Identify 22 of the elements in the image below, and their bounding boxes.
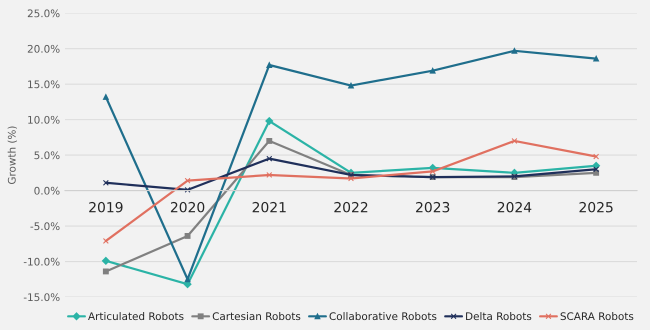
- y-tick-label: -15.0%: [24, 293, 60, 302]
- y-tick-label: 5.0%: [34, 151, 60, 160]
- legend-label: SCARA Robots: [560, 312, 634, 320]
- x-tick-label: 2021: [252, 202, 286, 212]
- y-axis-title: Growth (%): [8, 126, 17, 184]
- x-tick-label: 2024: [498, 202, 532, 212]
- y-tick-label: 25.0%: [28, 9, 60, 18]
- y-tick-label: 20.0%: [28, 44, 60, 53]
- legend-label: Articulated Robots: [88, 312, 184, 320]
- y-tick-label: 10.0%: [28, 116, 60, 124]
- x-tick-label: 2019: [89, 202, 123, 212]
- y-tick-label: 0.0%: [34, 186, 60, 195]
- x-tick-label: 2020: [170, 202, 204, 212]
- legend-label: Cartesian Robots: [212, 312, 300, 320]
- legend-label: Collaborative Robots: [330, 312, 436, 320]
- x-tick-label: 2023: [416, 202, 450, 212]
- y-tick-label: 15.0%: [28, 80, 60, 88]
- x-tick-label: 2025: [579, 202, 613, 212]
- y-tick-label: -10.0%: [24, 258, 60, 266]
- y-tick-label: -5.0%: [30, 222, 60, 230]
- legend-label: Delta Robots: [466, 312, 532, 320]
- x-tick-label: 2022: [334, 202, 368, 212]
